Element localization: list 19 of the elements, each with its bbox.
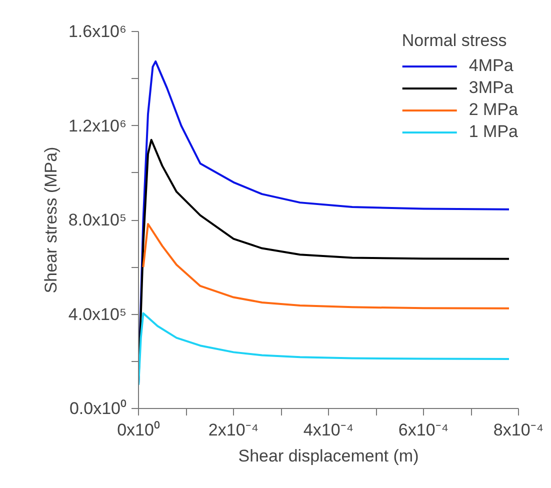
legend-label: 2 MPa (468, 100, 518, 120)
x-tick-label: 0x10⁰ (117, 420, 160, 440)
x-tick-label: 6x10⁻⁴ (398, 420, 449, 440)
y-tick-label: 1.6x10⁶ (68, 22, 127, 41)
legend-label: 3MPa (468, 78, 514, 98)
line-series (138, 312, 510, 386)
legend-label: 4MPa (468, 56, 514, 76)
legend-title: Normal stress (402, 31, 508, 51)
x-tick-label: 8x10⁻⁴ (493, 420, 544, 440)
y-tick-label: 0.0x10⁰ (69, 399, 127, 418)
y-axis-title: Shear stress (MPa) (41, 146, 60, 294)
x-tick-label: 2x10⁻⁴ (208, 420, 259, 440)
line-series (142, 223, 510, 310)
y-tick-label: 1.2x10⁶ (68, 116, 127, 136)
y-tick-label: 8.0x10⁵ (68, 210, 127, 230)
x-axis-title: Shear displacement (m) (238, 446, 419, 466)
legend-label: 1 MPa (468, 122, 518, 142)
x-tick-label: 4x10⁻⁴ (303, 420, 354, 440)
y-tick-label: 4.0x10⁵ (68, 304, 127, 324)
